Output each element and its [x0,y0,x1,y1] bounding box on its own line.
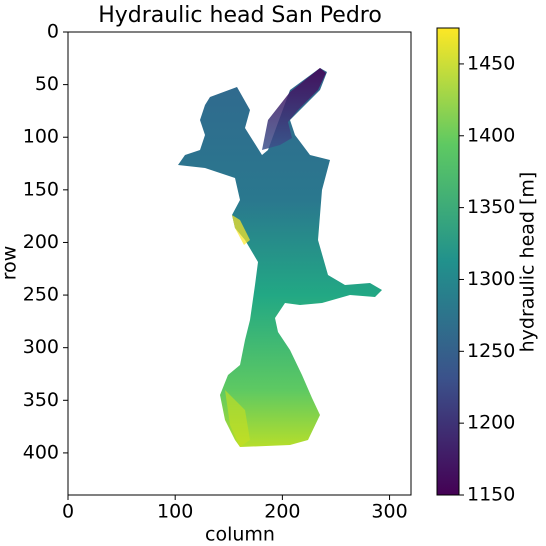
colorbar-tick-label: 1200 [467,412,515,434]
x-tick-label: 0 [62,501,74,523]
colorbar-tick-label: 1350 [467,196,515,218]
y-tick-label: 200 [23,231,59,253]
colorbar [436,27,460,496]
colorbar-tick-label: 1450 [467,52,515,74]
chart-title: Hydraulic head San Pedro [98,3,382,28]
x-tick-label: 100 [157,501,193,523]
y-tick-label: 250 [23,284,59,306]
x-tick-label: 200 [264,501,300,523]
y-tick-label: 300 [23,336,59,358]
y-axis-label: row [0,246,21,281]
y-tick-label: 0 [47,21,59,43]
x-tick-label: 300 [371,501,407,523]
axes-frame [67,31,412,496]
x-axis-label: column [205,524,275,546]
y-tick-label: 100 [23,126,59,148]
colorbar-tick-label: 1150 [467,484,515,506]
y-tick-label: 50 [35,73,59,95]
y-tick-label: 350 [23,389,59,411]
colorbar-tick-label: 1250 [467,340,515,362]
colorbar-label: hydraulic head [m] [517,172,539,353]
y-tick-label: 150 [23,178,59,200]
y-tick-label: 400 [23,441,59,463]
field-image [178,68,382,447]
colorbar-tick-label: 1300 [467,268,515,290]
colorbar-tick-label: 1400 [467,124,515,146]
